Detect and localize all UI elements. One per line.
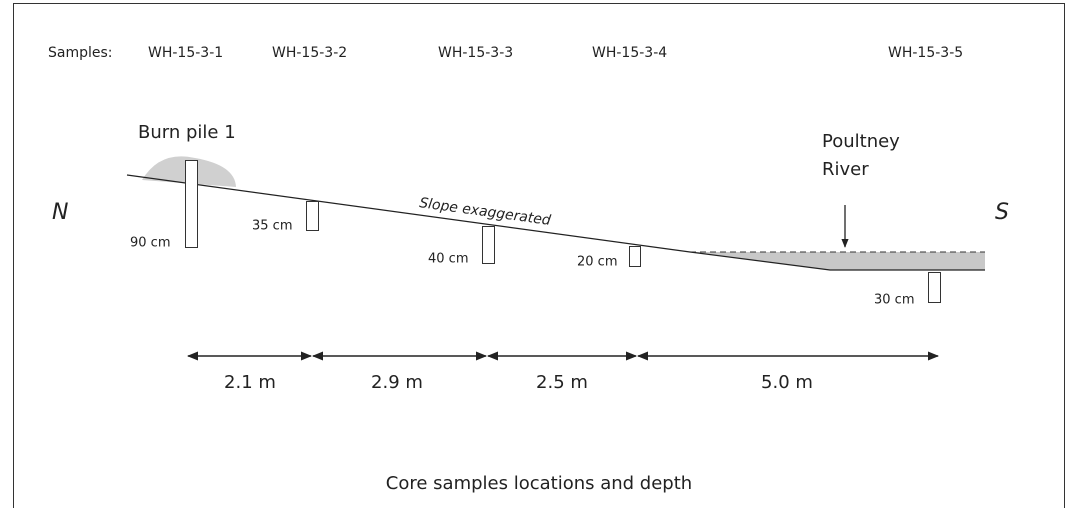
river-label: River [822, 159, 869, 180]
core [629, 246, 641, 267]
distance-label: 2.9 m [371, 372, 423, 393]
depth-label: 30 cm [874, 293, 915, 308]
river-label: Poultney [822, 131, 900, 152]
sample-name: WH-15-3-5 [888, 45, 963, 61]
distance-label: 2.1 m [224, 372, 276, 393]
depth-label: 90 cm [130, 236, 171, 251]
sample-name: WH-15-3-2 [272, 45, 347, 61]
core [185, 160, 198, 248]
caption: Core samples locations and depth [386, 473, 692, 494]
sample-name: WH-15-3-3 [438, 45, 513, 61]
river [690, 252, 985, 270]
burn-pile-label: Burn pile 1 [138, 122, 236, 143]
south-label: S [995, 200, 1009, 225]
sample-name: WH-15-3-4 [592, 45, 667, 61]
core [306, 201, 319, 231]
depth-label: 20 cm [577, 255, 618, 270]
depth-label: 40 cm [428, 252, 469, 267]
sample-name: WH-15-3-1 [148, 45, 223, 61]
distance-label: 5.0 m [761, 372, 813, 393]
core [928, 272, 941, 303]
distance-label: 2.5 m [536, 372, 588, 393]
north-label: N [52, 200, 68, 225]
core [482, 226, 495, 264]
ground-line [126, 174, 985, 271]
samples-label: Samples: [48, 45, 113, 61]
depth-label: 35 cm [252, 219, 293, 234]
